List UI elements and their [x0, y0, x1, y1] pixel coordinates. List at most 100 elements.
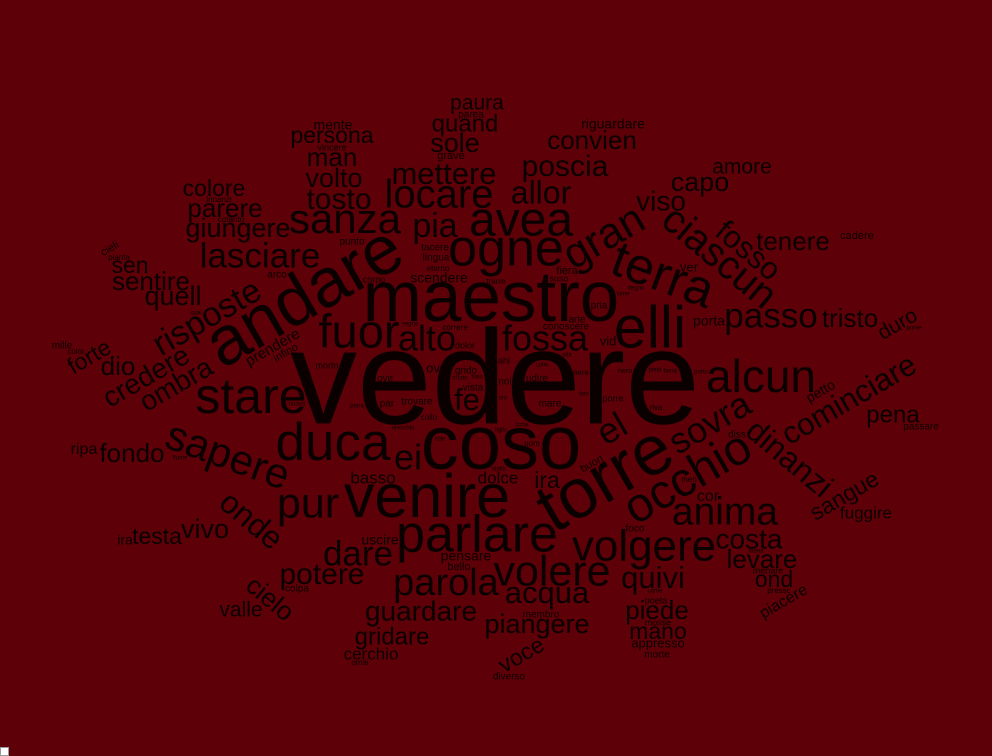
word-riva: riva	[650, 403, 663, 412]
word-morto: morto	[315, 360, 338, 370]
word-lume: lume	[515, 423, 529, 429]
word-parola: parola	[393, 562, 499, 604]
word-collo: collo	[421, 413, 438, 422]
word-eterno: eterno	[427, 264, 450, 273]
word-conoscere: conoscere	[543, 322, 590, 333]
word-trovare: trovare	[401, 397, 433, 408]
word-fossa: fossa	[502, 318, 589, 359]
word-cor: cor	[697, 488, 720, 505]
word-fiume: fiume	[173, 456, 188, 462]
word-ei: ei	[394, 437, 422, 478]
word-mena: mena	[748, 549, 764, 555]
word-udire: udire	[526, 374, 549, 385]
word-trarre: trarre	[486, 277, 506, 286]
word-quell: quell	[144, 281, 201, 311]
word-oro: oro	[499, 396, 508, 402]
word-fondo: fondo	[99, 438, 164, 468]
word-alto: alto	[398, 318, 456, 359]
word-mosse: mosse	[645, 617, 672, 627]
word-tristo: tristo	[822, 303, 878, 333]
word-ponte: ponte	[906, 326, 922, 332]
word-potere: potere	[279, 558, 364, 591]
word-colpa: colpa	[285, 584, 309, 595]
word-sen: sen	[111, 252, 148, 278]
word-fuor: fuor	[319, 304, 400, 357]
word-guardare: guardare	[365, 595, 477, 626]
word-man: man	[307, 142, 358, 172]
word-giungere: giungere	[185, 213, 290, 243]
word-noi: noi	[498, 377, 511, 388]
word-qual: qual	[190, 311, 201, 317]
word-poscia: poscia	[522, 150, 609, 183]
word-venire: venire	[344, 462, 510, 530]
word-vincere: vincere	[317, 142, 346, 152]
word-ogne: ogne	[448, 220, 564, 278]
word-carne: carne	[647, 589, 663, 595]
word-levare: levare	[727, 544, 798, 574]
word-capo: capo	[671, 167, 730, 197]
word-suso: suso	[549, 273, 568, 283]
word-parea: parea	[458, 110, 484, 121]
word-piangere: piangere	[484, 609, 589, 639]
word-duca: duca	[276, 413, 391, 472]
word-uscire: uscire	[361, 532, 399, 548]
word-ond: ond	[755, 566, 793, 592]
word-innanzi: innanzi	[206, 195, 232, 204]
word-orecchio: orecchio	[392, 426, 415, 432]
word-foco: foco	[626, 524, 645, 535]
word-mano: mano	[629, 618, 687, 644]
word-omai: omai	[351, 658, 369, 667]
word-lingua: lingua	[423, 253, 450, 264]
word-colle: colle	[536, 363, 549, 369]
word-parlare: parlare	[396, 506, 558, 564]
word-dio: dio	[101, 351, 136, 381]
word-colore: colore	[183, 175, 246, 201]
word-pensare: pensare	[441, 548, 492, 564]
word-ahi: ahi	[498, 355, 510, 365]
word-lato: lato	[579, 392, 589, 398]
word-lume: lume	[616, 292, 630, 298]
word-volgere: volgere	[572, 522, 716, 571]
word-locare: locare	[385, 173, 494, 217]
word-pianta: pianta	[108, 253, 130, 262]
word-elli: elli	[614, 295, 686, 361]
word-porto: porto	[694, 370, 708, 376]
word-figlio: figlio	[495, 428, 508, 434]
word-fama: fama	[663, 369, 677, 375]
word-convien: convien	[547, 125, 637, 155]
word-mare: mare	[539, 399, 562, 410]
word-avea: avea	[469, 194, 573, 247]
word-tosto: tosto	[306, 183, 371, 216]
word-mettere: mettere	[391, 156, 496, 191]
word-pieta: pietà	[648, 368, 662, 374]
word-diss: diss	[728, 430, 746, 441]
word-segno: segno	[402, 322, 419, 328]
word-gridare: gridare	[355, 623, 430, 650]
word-tenere: tenere	[756, 226, 830, 256]
word-vid: vid	[600, 333, 617, 348]
word-pressc: pressc	[767, 586, 791, 595]
word-ripa: ripa	[71, 441, 98, 458]
word-persona: persona	[290, 122, 373, 148]
word-arco: arco	[267, 270, 287, 281]
word-allor: allor	[511, 174, 572, 210]
word-lasciare: lasciare	[200, 236, 321, 275]
word-aere: aere	[573, 368, 590, 377]
word-sanza: sanza	[289, 195, 402, 242]
word-fiera: fiera	[556, 265, 578, 277]
word-testa: testa	[132, 523, 182, 549]
word-ira: ira	[117, 532, 133, 548]
word-quivi: quivi	[621, 560, 685, 595]
word-petra: petra	[350, 404, 364, 410]
word-degno: degno	[628, 286, 645, 292]
word-par: par	[380, 399, 395, 410]
word-ov: ov	[426, 360, 440, 375]
word-passare: passare	[903, 422, 939, 433]
word-passo: passo	[724, 296, 817, 335]
word-vita: vita	[562, 353, 572, 359]
word-porre: porre	[602, 393, 623, 403]
word-sole: sole	[430, 128, 480, 158]
word-diverso: diverso	[493, 672, 526, 683]
word-maestro: maestro	[363, 258, 619, 337]
